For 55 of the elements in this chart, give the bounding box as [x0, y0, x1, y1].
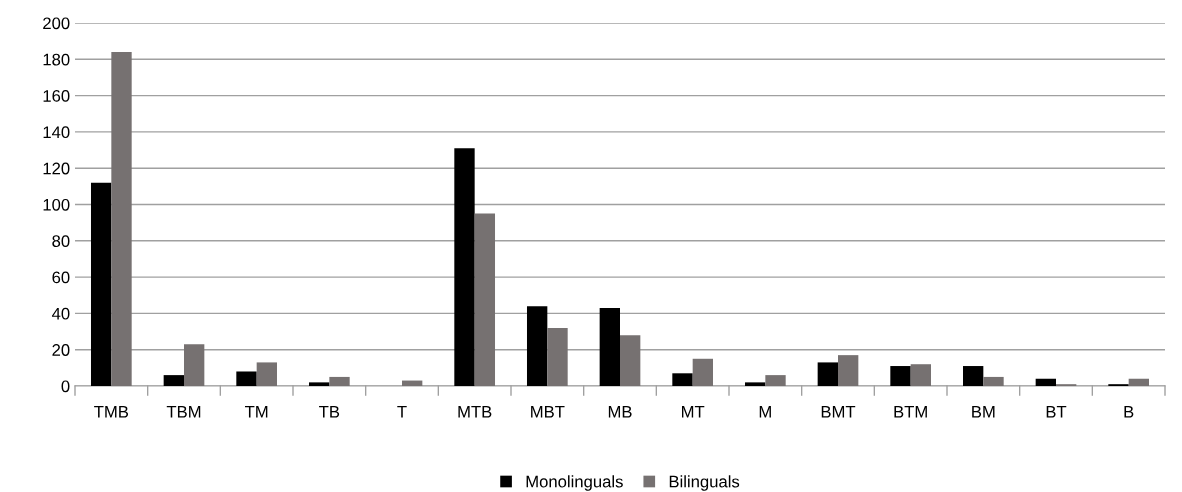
bar — [1035, 378, 1056, 386]
bar — [983, 376, 1004, 386]
y-tick-label: 100 — [43, 198, 70, 211]
bar — [1128, 378, 1150, 386]
bar — [962, 366, 984, 386]
x-tick-label: TM — [245, 406, 268, 418]
bar — [308, 382, 330, 386]
bar — [526, 306, 548, 386]
y-tick-label: 20 — [52, 344, 70, 356]
bar — [744, 382, 766, 386]
x-tick-label: B — [1124, 406, 1134, 418]
bar — [454, 148, 475, 386]
bar — [672, 373, 693, 386]
legend-label: Monolinguals — [526, 475, 623, 491]
bar — [765, 375, 786, 386]
bar — [402, 380, 423, 386]
bar — [599, 307, 620, 386]
x-tick-label: BTM — [894, 406, 927, 418]
bar — [817, 362, 838, 386]
bar — [910, 364, 932, 386]
bar — [890, 366, 911, 386]
x-tick-label: MBT — [531, 406, 565, 418]
x-tick-label: BM — [972, 406, 995, 418]
bar — [184, 344, 205, 386]
y-tick-label: 60 — [52, 271, 70, 284]
x-tick-label: BT — [1046, 406, 1067, 418]
bar — [547, 327, 568, 386]
bar — [329, 376, 350, 386]
x-tick-label: T — [397, 406, 407, 418]
y-tick-label: 180 — [43, 53, 70, 66]
y-tick-label: 160 — [43, 90, 70, 102]
legend-label: Bilinguals — [669, 475, 740, 491]
bar — [838, 355, 859, 386]
bar — [163, 375, 184, 386]
y-tick-label: 0 — [61, 380, 70, 393]
y-tick-label: 80 — [52, 235, 70, 247]
bar — [236, 371, 257, 386]
bar — [620, 335, 641, 386]
x-tick-label: TB — [319, 406, 340, 418]
x-tick-label: TBM — [166, 406, 201, 418]
x-tick-label: MTB — [458, 406, 492, 418]
x-tick-label: TMB — [94, 406, 129, 418]
bar — [90, 182, 112, 386]
bar — [256, 362, 278, 386]
y-tick-label: 40 — [51, 307, 70, 320]
x-tick-label: M — [759, 406, 771, 418]
y-tick-label: 120 — [43, 162, 70, 175]
x-tick-label: BMT — [821, 406, 856, 418]
y-tick-label: 200 — [43, 17, 70, 30]
x-tick-label: MT — [682, 406, 705, 418]
x-tick-label: MB — [608, 406, 632, 418]
bar — [111, 52, 132, 386]
y-tick-label: 140 — [43, 126, 70, 139]
bar — [692, 358, 714, 386]
bar — [474, 213, 496, 386]
